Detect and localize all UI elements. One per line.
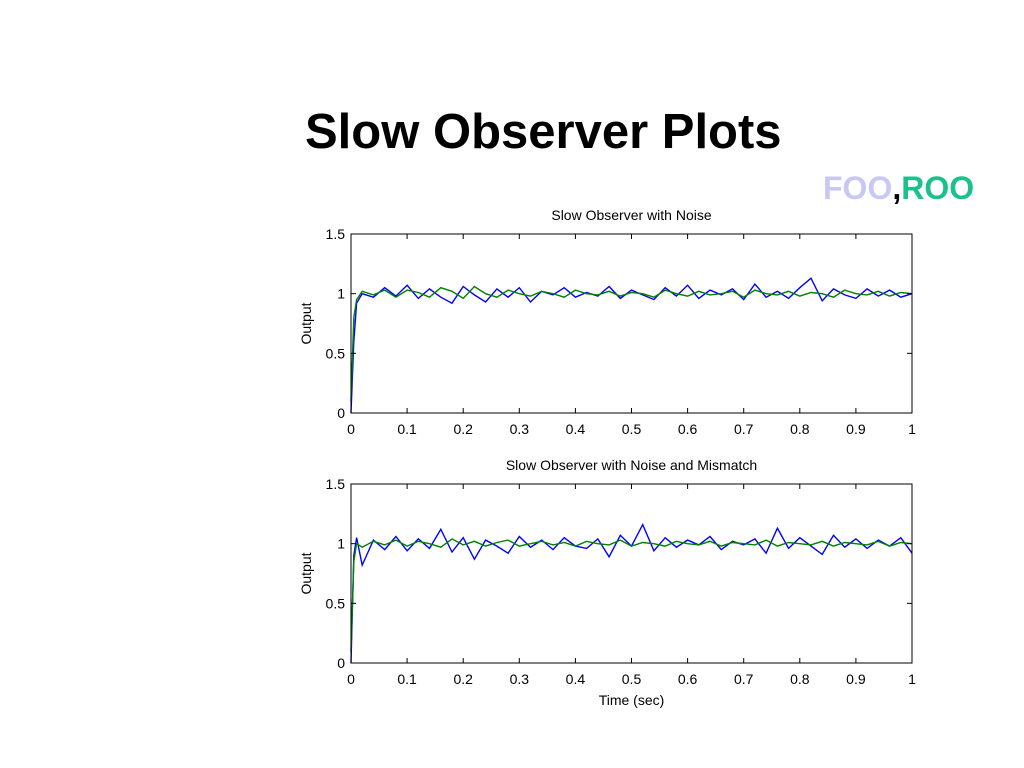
x-tick-label: 0.1 <box>397 421 417 437</box>
x-tick-label: 0.4 <box>566 671 586 687</box>
x-tick-label: 0.4 <box>566 421 586 437</box>
tag-foo: FOO <box>823 170 893 206</box>
y-tick-label: 0 <box>337 655 345 671</box>
x-tick-label: 0.9 <box>846 421 866 437</box>
y-tick-label: 0.5 <box>326 345 346 361</box>
x-tick-label: 1 <box>908 421 916 437</box>
x-tick-label: 0.8 <box>790 421 810 437</box>
series-line-green <box>350 285 913 402</box>
x-tick-label: 0.7 <box>734 421 754 437</box>
chart-title: Slow Observer with Noise and Mismatch <box>506 457 757 473</box>
tag-separator: , <box>892 170 902 206</box>
x-tick-label: 0.3 <box>510 671 530 687</box>
chart-top: Slow Observer with Noise 0 0.1 0.2 0.3 0.4 0.5… <box>298 207 916 437</box>
y-axis-label: Output <box>298 552 314 594</box>
x-tick-label: 0.8 <box>790 671 810 687</box>
series-line-green <box>350 538 913 652</box>
plot-frame <box>350 233 913 414</box>
chart-bottom: Slow Observer with Noise and Mismatch 0 0.… <box>298 457 916 708</box>
series-line-blue <box>350 522 913 664</box>
x-tick-label: 0.6 <box>678 671 698 687</box>
x-tick-label: 1 <box>908 671 916 687</box>
slide-title: Slow Observer Plots <box>305 105 782 159</box>
x-tick-label: 0.9 <box>846 671 866 687</box>
y-tick-label: 1.5 <box>326 226 346 242</box>
x-tick-label: 0.3 <box>510 421 530 437</box>
x-tick-label: 0 <box>347 671 355 687</box>
x-tick-label: 0.1 <box>397 671 417 687</box>
x-tick-label: 0.6 <box>678 421 698 437</box>
chart-title: Slow Observer with Noise <box>551 207 711 223</box>
x-tick-label: 0.2 <box>453 421 473 437</box>
x-tick-label: 0.5 <box>622 671 642 687</box>
series-tag-label: FOO,ROO <box>823 170 974 207</box>
plot-frame <box>350 483 913 664</box>
y-axis-label: Output <box>298 302 314 344</box>
y-tick-label: 1 <box>337 286 345 302</box>
x-tick-label: 0.2 <box>453 671 473 687</box>
y-tick-label: 1 <box>337 536 345 552</box>
x-axis-label: Time (sec) <box>599 692 665 708</box>
series-line-blue <box>350 277 913 414</box>
x-tick-label: 0.7 <box>734 671 754 687</box>
x-tick-label: 0 <box>347 421 355 437</box>
x-tick-label: 0.5 <box>622 421 642 437</box>
y-tick-label: 1.5 <box>326 476 346 492</box>
tag-roo: ROO <box>901 170 975 206</box>
y-tick-label: 0.5 <box>326 595 346 611</box>
y-tick-label: 0 <box>337 405 345 421</box>
